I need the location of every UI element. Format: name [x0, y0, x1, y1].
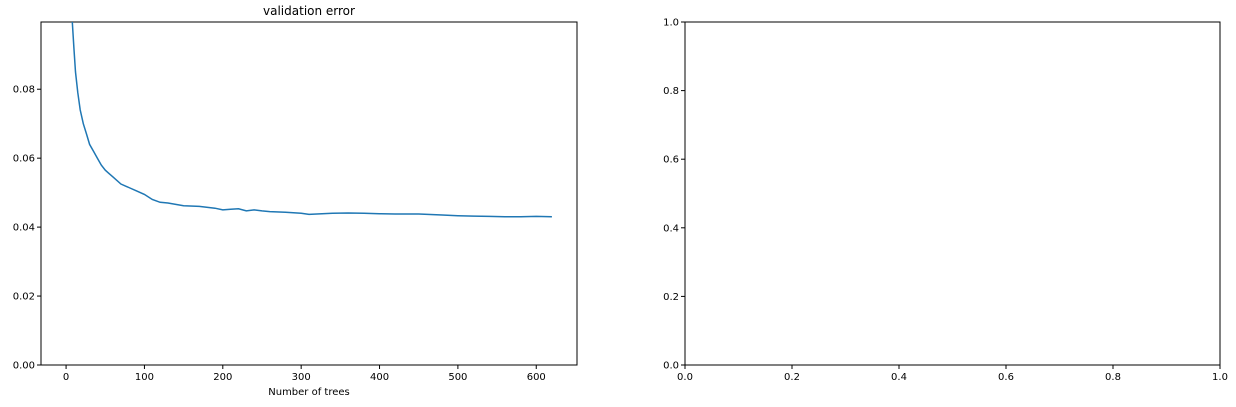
x-tick-label: 0 [63, 372, 69, 383]
left-plot: validation error 0 100 200 300 400 500 600 0.00… [13, 4, 578, 398]
x-tick-label: 0.8 [1105, 372, 1121, 383]
right-plot: 0.0 0.2 0.4 0.6 0.8 1.0 0.0 0.2 0.4 0.6 0.8 1.0 [663, 18, 1228, 384]
x-tick-label: 400 [370, 372, 389, 383]
y-tick-label: 0.2 [663, 292, 679, 303]
x-tick-label: 200 [213, 372, 232, 383]
y-tick-label: 0.0 [663, 361, 679, 372]
axis-ticks: 0 100 200 300 400 500 600 0.00 0.02 0.04 0.06 0.08 [13, 85, 546, 383]
y-tick-label: 0.08 [13, 85, 35, 96]
y-tick-label: 0.02 [13, 292, 35, 303]
y-tick-label: 0.00 [13, 361, 35, 372]
x-axis-label: Number of trees [268, 387, 350, 398]
x-tick-label: 0.2 [784, 372, 800, 383]
empty-plot-area-frame [684, 21, 1221, 366]
y-tick-label: 1.0 [663, 18, 679, 29]
y-tick-label: 0.8 [663, 86, 679, 97]
x-tick-label: 500 [448, 372, 467, 383]
x-tick-label: 0.4 [891, 372, 907, 383]
axis-ticks: 0.0 0.2 0.4 0.6 0.8 1.0 0.0 0.2 0.4 0.6 0.8 1.0 [663, 18, 1228, 384]
y-tick-label: 0.4 [663, 223, 679, 234]
x-tick-label: 600 [527, 372, 546, 383]
plot-area-frame [40, 21, 578, 366]
y-tick-label: 0.04 [13, 223, 35, 234]
x-tick-label: 1.0 [1212, 372, 1228, 383]
x-tick-label: 100 [135, 372, 154, 383]
x-tick-label: 300 [292, 372, 311, 383]
x-tick-label: 0.0 [677, 372, 693, 383]
y-tick-label: 0.06 [13, 154, 35, 165]
chart-title: validation error [263, 4, 355, 18]
x-tick-label: 0.6 [998, 372, 1014, 383]
y-tick-label: 0.6 [663, 155, 679, 166]
validation-error-line [71, 21, 552, 218]
